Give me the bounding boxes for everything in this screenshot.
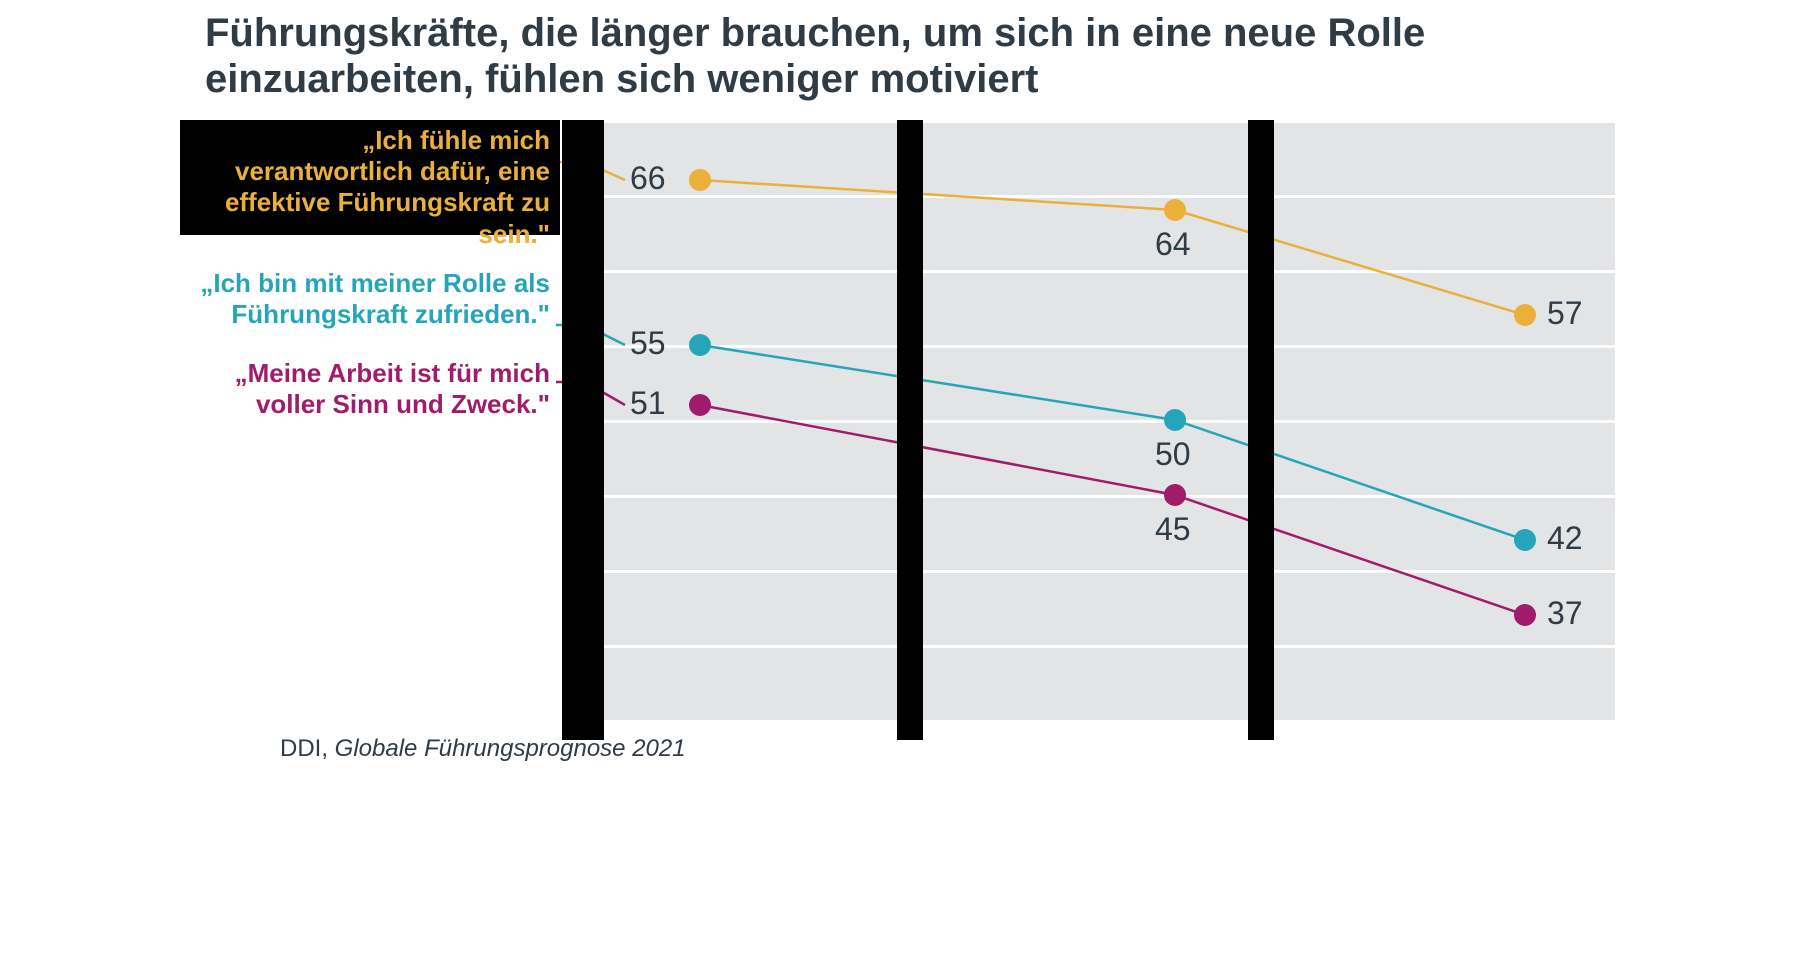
- series-marker-satisfied: [1514, 529, 1536, 551]
- redaction-box: [562, 120, 604, 740]
- series-line-meaning: [700, 405, 1525, 615]
- series-marker-satisfied: [1164, 409, 1186, 431]
- series-marker-satisfied: [689, 334, 711, 356]
- legend-satisfied: „Ich bin mit meiner Rolle als Führungskr…: [180, 268, 550, 330]
- chart-svg: [595, 120, 1615, 720]
- gridline: [595, 720, 1615, 723]
- data-label: 50: [1155, 436, 1191, 473]
- chart-title: Führungskräfte, die länger brauchen, um …: [205, 10, 1505, 102]
- redaction-box: [1248, 120, 1274, 740]
- data-label: 51: [630, 385, 666, 422]
- data-label: 64: [1155, 226, 1191, 263]
- legend-meaning: „Meine Arbeit ist für mich voller Sinn u…: [225, 358, 550, 420]
- data-label: 42: [1547, 520, 1583, 557]
- data-label: 45: [1155, 511, 1191, 548]
- legend-responsible-overlay: „Ich fühle mich verantwortlich dafür, ei…: [180, 125, 550, 250]
- data-label: 37: [1547, 595, 1583, 632]
- series-marker-responsible: [689, 169, 711, 191]
- plot-area: [595, 120, 1615, 720]
- data-label: 57: [1547, 295, 1583, 332]
- series-marker-meaning: [689, 394, 711, 416]
- data-label: 55: [630, 325, 666, 362]
- data-label: 66: [630, 160, 666, 197]
- series-marker-meaning: [1514, 604, 1536, 626]
- source-citation: DDI, Globale Führungsprognose 2021: [280, 735, 686, 763]
- series-marker-meaning: [1164, 484, 1186, 506]
- series-marker-responsible: [1514, 304, 1536, 326]
- series-line-responsible: [700, 180, 1525, 315]
- redaction-box: [897, 120, 923, 740]
- series-marker-responsible: [1164, 199, 1186, 221]
- series-line-satisfied: [700, 345, 1525, 540]
